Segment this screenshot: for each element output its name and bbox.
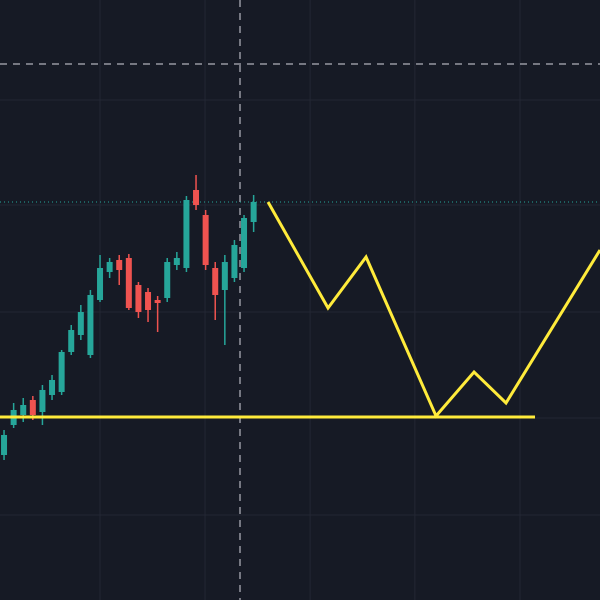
candle-body	[20, 405, 27, 415]
candle-body	[106, 262, 113, 272]
candle-body	[1, 435, 8, 455]
pattern-line	[266, 201, 600, 419]
candle-body	[183, 200, 190, 268]
candle-body	[193, 190, 200, 205]
candle-body	[29, 400, 36, 415]
candle-body	[250, 202, 257, 222]
candle-body	[49, 380, 56, 395]
candle-body	[241, 218, 248, 268]
candle-body	[173, 258, 180, 265]
candle-body	[221, 262, 228, 290]
candle-body	[145, 292, 152, 310]
candle-body	[125, 258, 132, 308]
candle-body	[212, 268, 219, 295]
candle-body	[116, 260, 123, 270]
candle-body	[231, 245, 238, 278]
candle-body	[202, 215, 209, 265]
candle-body	[58, 352, 65, 392]
candle-body	[164, 262, 171, 298]
candle-body	[154, 300, 161, 303]
candle-body	[97, 268, 104, 300]
candle-body	[77, 312, 84, 335]
candle-body	[68, 330, 75, 352]
candle-body	[87, 295, 94, 355]
candle-body	[135, 285, 142, 312]
candle-body	[39, 390, 46, 412]
